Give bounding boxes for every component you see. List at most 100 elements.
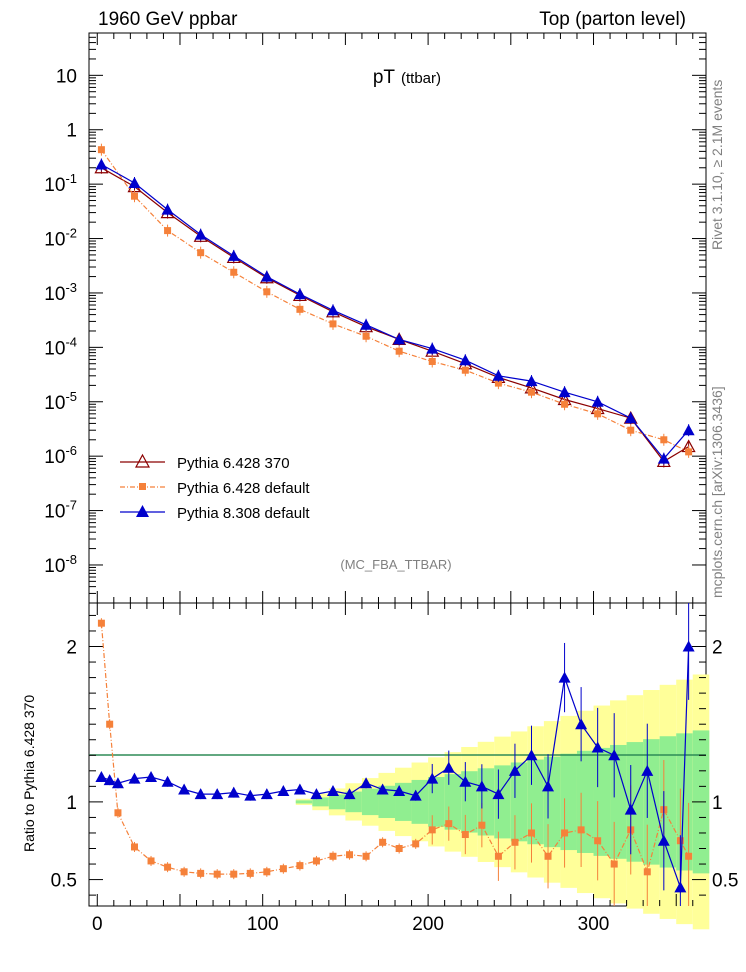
main-data-point: [329, 320, 337, 328]
ratio-data-point: [575, 718, 588, 730]
main-ytick-label: 10-4: [44, 334, 77, 359]
legend-marker-filled-triangle: [136, 505, 149, 517]
main-data-point: [194, 228, 207, 240]
legend-label-p8-default: Pythia 8.308 default: [177, 505, 310, 522]
ratio-data-point: [260, 788, 273, 800]
main-data-point: [525, 375, 538, 387]
ratio-data-point: [346, 851, 354, 859]
legend-label-p6-370: Pythia 6.428 370: [177, 455, 290, 472]
ratio-data-point: [362, 852, 370, 860]
legend-marker-open-triangle: [134, 453, 151, 468]
ratio-data-point: [475, 780, 488, 792]
ratio-ytick-label: 1: [66, 793, 77, 814]
main-data-point: [393, 333, 406, 345]
ratio-data-point: [525, 749, 538, 761]
ratio-data-point: [178, 783, 191, 795]
ratio-data-point: [657, 834, 670, 846]
main-data-point: [627, 426, 635, 434]
ratio-data-point: [376, 783, 389, 795]
main-data-point: [492, 369, 505, 381]
main-data-point: [428, 357, 436, 365]
ratio-data-point: [577, 826, 585, 834]
main-data-point: [660, 436, 668, 444]
main-data-point: [360, 318, 373, 330]
main-data-point: [426, 342, 439, 354]
ratio-ytick-label: 0.5: [51, 871, 77, 892]
main-data-point: [527, 388, 535, 396]
ratio-band-green: [659, 736, 677, 868]
plot-subtitle: (ttbar): [401, 70, 441, 87]
main-data-point: [260, 270, 273, 282]
ratio-data-point: [542, 780, 555, 792]
ratio-data-point: [442, 761, 455, 773]
ratio-band-green: [312, 797, 329, 807]
main-ytick-label: 10-6: [44, 443, 77, 468]
plot-title: pT: [373, 67, 396, 88]
ratio-data-point: [103, 774, 116, 786]
main-data-point: [164, 227, 172, 235]
rivet-version-label: Rivet 3.1.10, ≥ 2.1M events: [709, 80, 725, 250]
ratio-data-point: [263, 868, 271, 876]
ratio-ylabel: Ratio to Pythia 6.428 370: [21, 695, 37, 852]
ratio-data-point: [459, 775, 472, 787]
ratio-data-point: [95, 771, 108, 783]
main-data-point: [682, 424, 695, 436]
ratio-data-point: [393, 785, 406, 797]
ratio-band-green: [643, 739, 660, 865]
ratio-xtick-label: 0: [92, 914, 103, 935]
ratio-xtick-label: 100: [247, 914, 279, 935]
ratio-data-point: [428, 826, 436, 834]
ratio-data-point: [426, 772, 439, 784]
ratio-band-green: [576, 750, 594, 853]
ratio-data-point: [558, 671, 571, 683]
main-series: [94, 143, 696, 468]
ratio-data-point: [508, 764, 521, 776]
ratio-data-point: [145, 771, 158, 783]
ratio-band-green: [494, 765, 511, 839]
main-axes: 10 1 10-1 10-2 10-3 10-4 10-5 10-6 10-7 10-8: [44, 32, 706, 604]
main-ytick-label: 10-8: [44, 552, 77, 577]
main-data-point: [594, 410, 602, 418]
ratio-data-point: [561, 829, 569, 837]
ratio-series: [95, 603, 695, 906]
main-data-point: [558, 386, 571, 398]
ratio-data-point: [312, 857, 320, 865]
ratio-band-green: [411, 779, 429, 824]
ratio-data-point: [279, 865, 287, 873]
ratio-data-point: [97, 619, 105, 627]
main-ytick-label: 10-1: [44, 171, 77, 196]
main-data-point: [494, 379, 502, 387]
ratio-xtick-label: 200: [412, 914, 444, 935]
main-data-point: [591, 395, 604, 407]
main-data-point: [459, 354, 472, 366]
ratio-data-point: [641, 764, 654, 776]
ratio-data-point: [360, 777, 373, 789]
ratio-data-point: [544, 852, 552, 860]
main-data-point: [227, 249, 240, 261]
ratio-data-point: [409, 789, 422, 801]
main-data-point: [561, 400, 569, 408]
ratio-data-point: [244, 789, 257, 801]
ratio-data-point: [197, 869, 205, 877]
ratio-data-point: [674, 881, 687, 893]
ratio-data-point: [194, 788, 207, 800]
ratio-data-point: [343, 788, 356, 800]
main-data-point: [461, 366, 469, 374]
main-data-point: [197, 249, 205, 257]
ratio-data-point: [213, 870, 221, 878]
ratio-data-point: [128, 772, 141, 784]
main-ytick-label: 10-2: [44, 226, 77, 251]
ratio-data-point: [180, 868, 188, 876]
mcplots-label: mcplots.cern.ch [arXiv:1306.3436]: [709, 386, 725, 598]
ratio-data-point: [461, 831, 469, 839]
ratio-data-point: [445, 820, 453, 828]
ratio-band-green: [610, 744, 627, 859]
main-data-point: [130, 192, 138, 200]
ratio-ytick-label: 2: [66, 638, 77, 659]
beam-label: 1960 GeV ppbar: [98, 9, 238, 30]
main-data-point: [362, 332, 370, 340]
main-data-point: [326, 304, 339, 316]
ratio-data-point: [106, 720, 114, 728]
ratio-band-green: [428, 777, 445, 827]
